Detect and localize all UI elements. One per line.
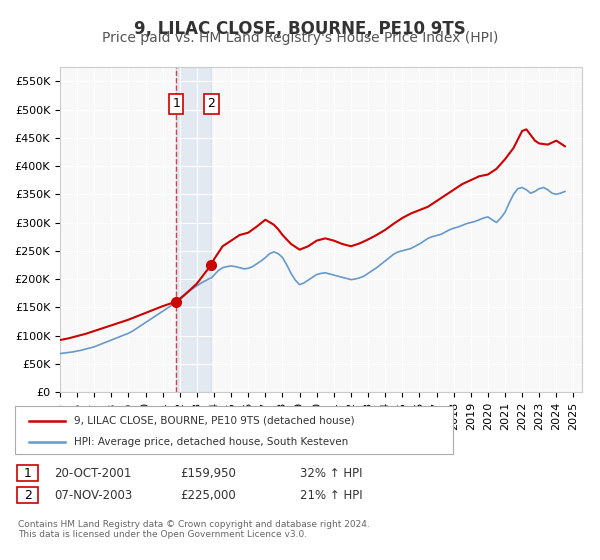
Text: 2: 2: [208, 97, 215, 110]
Text: 21% ↑ HPI: 21% ↑ HPI: [300, 489, 362, 502]
Text: £159,950: £159,950: [180, 466, 236, 480]
Bar: [176, 67, 211, 392]
Text: 32% ↑ HPI: 32% ↑ HPI: [300, 466, 362, 480]
Text: 20-OCT-2001: 20-OCT-2001: [54, 466, 131, 480]
Text: Contains HM Land Registry data © Crown copyright and database right 2024.
This d: Contains HM Land Registry data © Crown c…: [18, 520, 370, 539]
Text: Price paid vs. HM Land Registry's House Price Index (HPI): Price paid vs. HM Land Registry's House …: [102, 31, 498, 45]
Text: 1: 1: [23, 466, 32, 480]
Text: £225,000: £225,000: [180, 489, 236, 502]
Text: 9, LILAC CLOSE, BOURNE, PE10 9TS: 9, LILAC CLOSE, BOURNE, PE10 9TS: [134, 20, 466, 38]
Text: 2: 2: [23, 489, 32, 502]
Text: 07-NOV-2003: 07-NOV-2003: [54, 489, 132, 502]
Text: 9, LILAC CLOSE, BOURNE, PE10 9TS (detached house): 9, LILAC CLOSE, BOURNE, PE10 9TS (detach…: [74, 416, 355, 426]
Text: 1: 1: [172, 97, 181, 110]
Text: HPI: Average price, detached house, South Kesteven: HPI: Average price, detached house, Sout…: [74, 437, 348, 446]
